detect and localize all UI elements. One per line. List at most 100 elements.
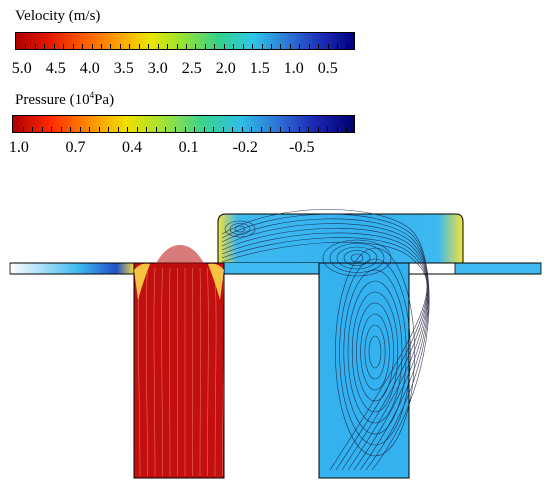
- colorbar-tick: [318, 44, 320, 49]
- left-chamber-streamline: [169, 267, 171, 477]
- colorbar-tick: [251, 127, 253, 132]
- colorbar-tick: [299, 44, 301, 49]
- flow-streamline: [221, 209, 430, 471]
- tick-label: 5.0: [11, 60, 32, 77]
- colorbar-tick: [280, 44, 282, 49]
- top-chamber: [217, 213, 464, 264]
- colorbar-tick: [176, 44, 178, 49]
- colorbar-tick: [51, 127, 53, 132]
- colorbar-tick: [155, 127, 157, 132]
- colorbar-tick: [194, 127, 196, 132]
- colorbar-tick: [117, 127, 119, 132]
- colorbar-tick: [222, 127, 224, 132]
- vortex-streamline: [351, 291, 399, 413]
- colorbar-tick: [327, 44, 329, 49]
- colorbar-tick: [167, 44, 169, 49]
- tick-label: 0.4: [122, 139, 143, 156]
- left-chamber-streamlines: [138, 267, 225, 477]
- colorbar-tick: [241, 127, 243, 132]
- flow-streamline: [221, 213, 430, 471]
- colorbar-tick: [53, 44, 55, 49]
- velocity-tick-labels: 5.0 4.5 4.0 3.5 3.0 2.5 2.0 1.5 1.0 0.5: [11, 60, 355, 80]
- left-chamber-streamline: [161, 267, 163, 477]
- left-chamber-streamline: [207, 267, 209, 477]
- streamlines: [221, 209, 430, 471]
- colorbar-tick: [186, 44, 187, 49]
- pressure-title-unit: Pa): [94, 92, 115, 108]
- colorbar-tick: [44, 44, 46, 49]
- colorbar-tick: [70, 127, 72, 132]
- tick-label: 0.5: [317, 60, 338, 77]
- colorbar-tick: [298, 127, 300, 132]
- vortex-streamline: [229, 223, 251, 235]
- colorbar-tick: [101, 44, 102, 49]
- vortex-streamline: [356, 302, 394, 402]
- colorbar-tick: [213, 127, 215, 132]
- left-inlet-channel: [9, 262, 136, 275]
- colorbar-tick: [337, 44, 339, 49]
- pressure-tick-labels: 1.0 0.7 0.4 0.1 -0.2 -0.5: [8, 139, 355, 159]
- vortex-streamline: [343, 250, 371, 266]
- colorbar-tick: [270, 127, 272, 132]
- colorbar-tick: [204, 44, 206, 49]
- colorbar-tick: [289, 127, 291, 132]
- colorbar-tick: [136, 127, 138, 132]
- colorbar-tick: [25, 44, 27, 49]
- colorbar-tick: [223, 44, 225, 49]
- velocity-legend-title: Velocity (m/s): [15, 8, 101, 24]
- vortex-streamline: [364, 324, 386, 380]
- velocity-colorbar: [15, 32, 355, 50]
- colorbar-tick: [317, 127, 319, 132]
- colorbar-tick: [346, 44, 348, 49]
- colorbar-tick: [63, 44, 65, 49]
- flow-streamline: [221, 241, 428, 471]
- tick-label: 4.0: [79, 60, 100, 77]
- vortex-streamline: [368, 335, 382, 369]
- colorbar-tick: [242, 44, 244, 49]
- colorbar-tick: [138, 44, 140, 49]
- colorbar-tick: [174, 127, 176, 132]
- tick-label: 0.1: [178, 139, 199, 156]
- colorbar-tick: [157, 44, 159, 49]
- vortex-streamline: [347, 280, 403, 424]
- colorbar-tick: [279, 127, 281, 132]
- colorbar-tick: [233, 44, 235, 49]
- colorbar-tick: [146, 127, 148, 132]
- tick-label: 1.0: [8, 139, 29, 156]
- colorbar-tick: [327, 127, 329, 132]
- colorbar-tick: [184, 127, 186, 132]
- flow-streamline: [221, 227, 429, 471]
- vortex-streamline: [350, 253, 364, 263]
- tick-label: 2.0: [215, 60, 236, 77]
- colorbar-tick: [308, 127, 310, 132]
- tick-label: -0.2: [232, 139, 258, 156]
- flow-streamline: [221, 232, 428, 471]
- colorbar-tick: [108, 127, 110, 132]
- colorbar-tick: [203, 127, 205, 132]
- colorbar-tick: [336, 127, 338, 132]
- colorbar-tick: [110, 44, 112, 49]
- colorbar-tick: [119, 44, 121, 49]
- flow-streamline: [221, 237, 428, 471]
- tick-label: 4.5: [45, 60, 66, 77]
- colorbar-tick: [82, 44, 84, 49]
- tick-label: 1.0: [283, 60, 304, 77]
- left-chamber-core: [148, 245, 212, 355]
- colorbar-tick: [232, 127, 234, 132]
- pressure-colorbar: [12, 115, 355, 133]
- colorbar-tick: [22, 127, 24, 132]
- tick-label: 2.5: [181, 60, 202, 77]
- left-chamber-streamline: [138, 267, 141, 477]
- colorbar-tick: [127, 127, 129, 132]
- colorbar-tick: [148, 44, 150, 49]
- colorbar-tick: [195, 44, 197, 49]
- left-inlet-jet-left: [134, 263, 150, 300]
- colorbar-tick: [252, 44, 254, 49]
- left-chamber-streamline: [199, 267, 201, 477]
- flow-streamline: [221, 218, 429, 471]
- tick-label: -0.5: [289, 139, 315, 156]
- vortex-streamline: [336, 246, 378, 270]
- colorbar-tick: [165, 127, 167, 132]
- pressure-legend-title: Pressure (104Pa): [15, 90, 114, 109]
